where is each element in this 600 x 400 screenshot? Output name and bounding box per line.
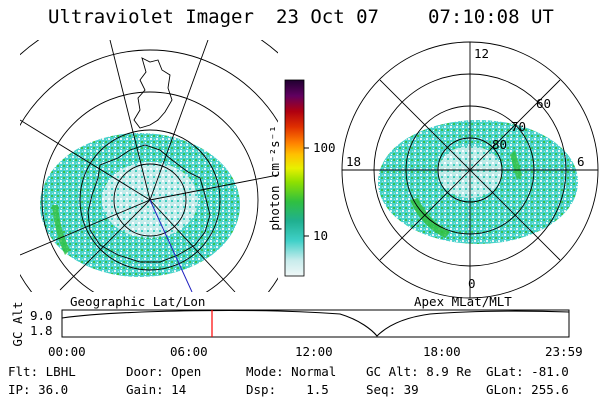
- altitude-curve: [61, 309, 570, 337]
- altitude-timeline: [61, 309, 570, 338]
- geo-panel-label: Geographic Lat/Lon: [70, 294, 206, 309]
- info-mode: Mode: Normal: [246, 364, 337, 379]
- continent-outline: [87, 144, 211, 263]
- colorbar-tick-10: 10: [313, 228, 329, 243]
- apex-panel-label: Apex MLat/MLT: [414, 294, 512, 309]
- timeline-ylabel: GC Alt: [9, 301, 25, 347]
- mlat-label-70: 70: [511, 119, 527, 134]
- mlt-label-6: 6: [577, 154, 585, 169]
- info-flt: Flt: LBHL: [8, 364, 76, 379]
- timeline-xtick-0000: 00:00: [48, 344, 86, 359]
- info-door: Door: Open: [126, 364, 202, 379]
- date-label: 23 Oct 07: [276, 6, 379, 28]
- colorbar-title: photon cm⁻²s⁻¹: [266, 125, 282, 231]
- info-seq: Seq: 39: [366, 382, 419, 397]
- mlat-label-60: 60: [536, 96, 552, 111]
- apex-mlat-mlt-panel: [341, 41, 599, 299]
- mlt-label-18: 18: [346, 154, 362, 169]
- info-ip: IP: 36.0: [8, 382, 69, 397]
- colorbar: [284, 79, 309, 277]
- info-glat: GLat: -81.0: [486, 364, 569, 379]
- timeline-xtick-1200: 12:00: [295, 344, 333, 359]
- info-dsp: Dsp: 1.5: [246, 382, 329, 397]
- timeline-xtick-2359: 23:59: [545, 344, 583, 359]
- timeline-xtick-0600: 06:00: [170, 344, 208, 359]
- instrument-title: Ultraviolet Imager: [48, 6, 254, 28]
- timeline-ytick-high: 9.0: [30, 308, 53, 323]
- timeline-xtick-1800: 18:00: [423, 344, 461, 359]
- noon-meridian: [149, 199, 193, 292]
- colorbar-tick-100: 100: [313, 140, 336, 155]
- info-gain: Gain: 14: [126, 382, 187, 397]
- geographic-map-panel: [20, 40, 278, 292]
- info-gc-alt: GC Alt: 8.9 Re: [366, 364, 472, 379]
- south-america-outline: [133, 57, 173, 129]
- timeline-ytick-low: 1.8: [30, 323, 53, 338]
- mlat-label-80: 80: [492, 137, 508, 152]
- time-label: 07:10:08 UT: [428, 6, 554, 28]
- mlt-label-12: 12: [474, 46, 490, 61]
- info-glon: GLon: 255.6: [486, 382, 569, 397]
- mlt-label-0: 0: [468, 276, 476, 291]
